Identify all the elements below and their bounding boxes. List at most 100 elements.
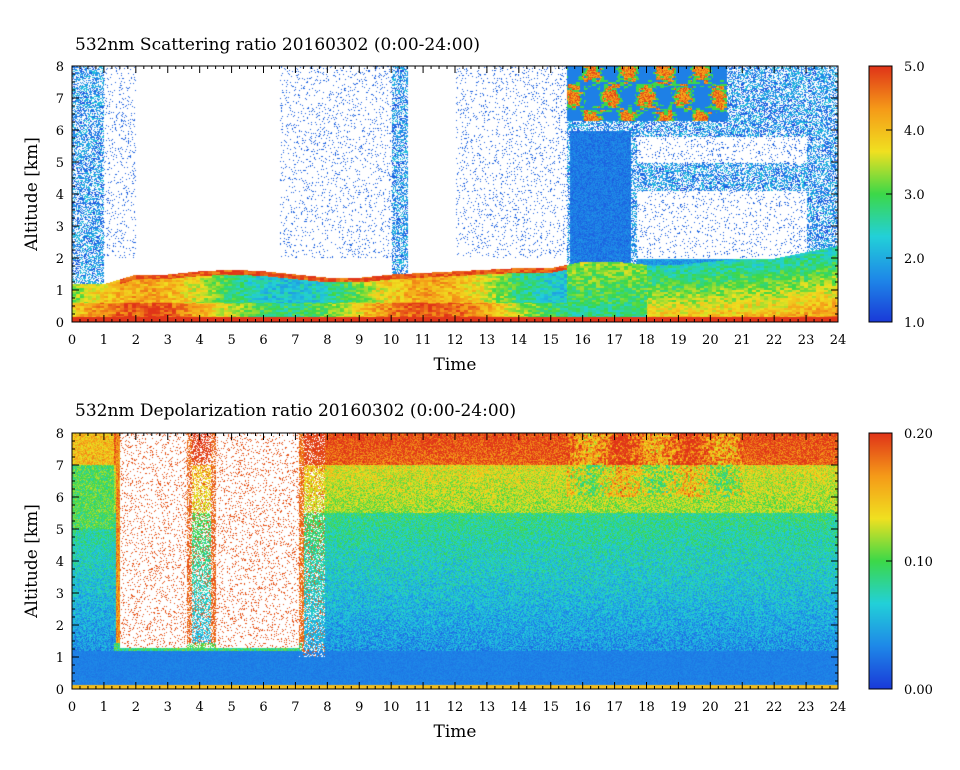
colorbar-swatch xyxy=(869,565,892,567)
colorbar-swatch xyxy=(869,473,892,475)
colorbar-swatch xyxy=(869,687,892,689)
colorbar-swatch xyxy=(869,236,892,238)
colorbar-swatch xyxy=(869,633,892,635)
x-axis: 0 1 2 3 4 5 6 7 8 9 10 11 12 13 14 15 16 17 18 19 20 21 22 23 24 xyxy=(68,66,846,348)
y-tick-label: 7 xyxy=(56,459,64,474)
colorbar-swatch xyxy=(869,282,892,284)
x-tick-label: 24 xyxy=(830,700,847,715)
colorbar-swatch xyxy=(869,472,892,474)
colorbar-swatch xyxy=(869,224,892,226)
colorbar-swatch xyxy=(869,143,892,145)
y-tick-label: 6 xyxy=(56,491,64,506)
colorbar-swatch xyxy=(869,129,892,131)
colorbar-swatch xyxy=(869,209,892,211)
colorbar-swatch xyxy=(869,107,892,109)
colorbar-swatch xyxy=(869,540,892,542)
colorbar-swatch xyxy=(869,590,892,592)
colorbar-swatch xyxy=(869,492,892,494)
colorbar-swatch xyxy=(869,157,892,159)
colorbar-swatch xyxy=(869,533,892,535)
colorbar-swatch xyxy=(869,158,892,160)
colorbar-swatch xyxy=(869,494,892,496)
colorbar-swatch xyxy=(869,485,892,487)
x-tick-label: 4 xyxy=(196,700,204,715)
colorbar-swatch xyxy=(869,220,892,222)
y-tick-label: 0 xyxy=(56,683,64,698)
colorbar-swatch xyxy=(869,294,892,296)
colorbar-swatch xyxy=(869,242,892,244)
colorbar-swatch xyxy=(869,488,892,490)
colorbar-swatch xyxy=(869,145,892,147)
colorbar-swatch xyxy=(869,530,892,532)
colorbar-swatch xyxy=(869,491,892,493)
colorbar-swatch xyxy=(869,285,892,287)
x-tick-label: 12 xyxy=(447,333,464,348)
colorbar-swatch xyxy=(869,611,892,613)
colorbar-swatch xyxy=(869,296,892,298)
colorbar-swatch xyxy=(869,675,892,677)
colorbar-swatch xyxy=(869,264,892,266)
colorbar-swatch xyxy=(869,459,892,461)
x-tick-label: 14 xyxy=(511,333,528,348)
colorbar-swatch xyxy=(869,248,892,250)
colorbar-swatch xyxy=(869,548,892,550)
colorbar-swatch xyxy=(869,164,892,166)
colorbar-swatch xyxy=(869,177,892,179)
colorbar-swatch xyxy=(869,527,892,529)
colorbar-swatch xyxy=(869,72,892,74)
colorbar-swatch xyxy=(869,309,892,311)
colorbar-swatch xyxy=(869,484,892,486)
colorbar-swatch xyxy=(869,96,892,98)
colorbar-swatch xyxy=(869,257,892,259)
x-tick-label: 10 xyxy=(383,333,400,348)
colorbar-swatch xyxy=(869,436,892,438)
colorbar-swatch xyxy=(869,568,892,570)
colorbar-swatch xyxy=(869,587,892,589)
colorbar-swatch xyxy=(869,629,892,631)
colorbar-swatch xyxy=(869,83,892,85)
colorbar-swatch xyxy=(869,651,892,653)
colorbar-swatch xyxy=(869,155,892,157)
colorbar-swatch xyxy=(869,511,892,513)
colorbar-swatch xyxy=(869,639,892,641)
colorbar-swatch xyxy=(869,289,892,291)
colorbar-swatch xyxy=(869,86,892,88)
colorbar-swatch xyxy=(869,308,892,310)
colorbar-swatch xyxy=(869,94,892,96)
x-tick-label: 21 xyxy=(734,700,751,715)
colorbar-swatch xyxy=(869,610,892,612)
chart-scattering-ratio: 532nm Scattering ratio 20160302 (0:00-24… xyxy=(22,35,925,375)
colorbar-swatch xyxy=(869,317,892,319)
colorbar-swatch xyxy=(869,238,892,240)
colorbar-swatch xyxy=(869,254,892,256)
colorbar-swatch xyxy=(869,189,892,191)
colorbar-swatch xyxy=(869,265,892,267)
colorbar-swatch xyxy=(869,304,892,306)
colorbar-swatch xyxy=(869,444,892,446)
colorbar-swatch xyxy=(869,465,892,467)
x-tick-label: 17 xyxy=(606,333,623,348)
colorbar-swatch xyxy=(869,476,892,478)
colorbar-swatch xyxy=(869,586,892,588)
colorbar-swatch xyxy=(869,251,892,253)
colorbar-swatch xyxy=(869,468,892,470)
colorbar-swatch xyxy=(869,607,892,609)
x-tick-label: 21 xyxy=(734,333,751,348)
colorbar-swatch xyxy=(869,245,892,247)
colorbar-swatch xyxy=(869,546,892,548)
colorbar-swatch xyxy=(869,186,892,188)
colorbar-swatch xyxy=(869,513,892,515)
colorbar-swatch xyxy=(869,277,892,279)
colorbar-swatch xyxy=(869,659,892,661)
x-axis: 0 1 2 3 4 5 6 7 8 9 10 11 12 13 14 15 16 17 18 19 20 21 22 23 24 xyxy=(68,433,846,715)
colorbar-swatch xyxy=(869,638,892,640)
colorbar-swatch xyxy=(869,89,892,91)
colorbar-swatch xyxy=(869,575,892,577)
colorbar-swatch xyxy=(869,604,892,606)
y-axis-label: Altitude [km] xyxy=(22,504,42,619)
colorbar-swatch xyxy=(869,182,892,184)
colorbar-swatch xyxy=(869,657,892,659)
colorbar-swatch xyxy=(869,303,892,305)
colorbar-swatch xyxy=(869,218,892,220)
colorbar-swatch xyxy=(869,225,892,227)
